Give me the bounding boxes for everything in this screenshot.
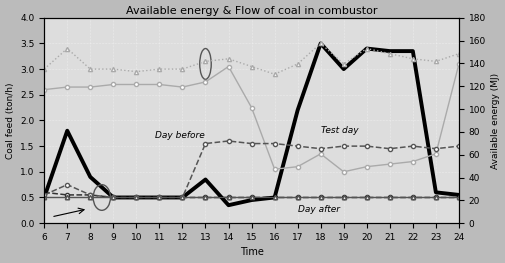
Y-axis label: Available energy (MJ): Available energy (MJ) [490, 72, 499, 169]
Title: Available energy & Flow of coal in combustor: Available energy & Flow of coal in combu… [126, 6, 377, 16]
Text: Day before: Day before [155, 132, 204, 140]
X-axis label: Time: Time [239, 247, 263, 257]
Y-axis label: Coal feed (ton/h): Coal feed (ton/h) [6, 82, 15, 159]
Text: Day after: Day after [297, 205, 339, 214]
Text: Test day: Test day [320, 126, 358, 135]
